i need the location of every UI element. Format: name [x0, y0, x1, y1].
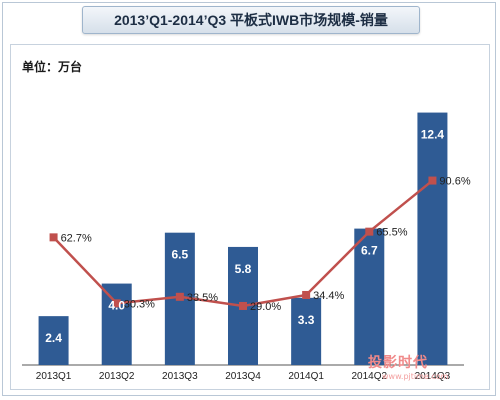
growth-marker-2013Q2 [112, 299, 121, 308]
growth-marker-2013Q3 [175, 292, 184, 301]
growth-value-label: 62.7% [61, 232, 92, 244]
watermark-logo: 投影时代 www.pjtime.com [368, 352, 448, 381]
growth-marker-2014Q1 [302, 290, 311, 299]
x-tick-label: 2013Q3 [162, 371, 198, 382]
bar-value-label: 2.4 [45, 331, 62, 345]
x-tick-label: 2013Q1 [36, 371, 72, 382]
growth-marker-2013Q4 [239, 301, 247, 310]
bar-2014Q3 [417, 112, 448, 365]
growth-value-label: 30.3% [124, 298, 155, 310]
bar-value-label: 12.4 [421, 128, 445, 142]
bar-2014Q2 [354, 228, 385, 365]
growth-marker-2014Q2 [365, 227, 374, 236]
bar-value-label: 5.8 [235, 262, 252, 276]
x-tick-label: 2014Q3 [415, 371, 451, 382]
x-tick-label: 2014Q1 [288, 371, 324, 382]
bar-2013Q1 [38, 316, 69, 365]
growth-value-label: 65.5% [376, 227, 407, 239]
x-tick-label: 2014Q2 [351, 371, 387, 382]
bar-value-label: 6.5 [172, 248, 189, 262]
growth-value-label: 34.4% [313, 290, 344, 302]
growth-value-label: 90.6% [439, 176, 470, 188]
bar-value-label: 4.0 [108, 299, 125, 313]
bar-value-label: 3.3 [298, 313, 315, 327]
watermark-main: 投影时代 [368, 355, 428, 371]
x-tick-label: 2013Q4 [225, 371, 261, 382]
growth-marker-2013Q1 [49, 233, 58, 242]
bar-2014Q1 [291, 297, 322, 365]
growth-value-label: 29.0% [250, 301, 281, 313]
watermark-sub: www.pjtime.com [382, 372, 449, 381]
growth-value-label: 33.5% [187, 292, 218, 304]
growth-marker-2014Q3 [428, 176, 437, 185]
bar-value-label: 6.7 [361, 244, 378, 258]
chart-title: 2013’Q1-2014’Q3 平板式IWB市场规模-销量 [82, 6, 420, 34]
unit-label: 单位：万台 [22, 60, 83, 74]
x-tick-label: 2013Q2 [99, 371, 135, 382]
bar-2013Q2 [101, 283, 132, 365]
